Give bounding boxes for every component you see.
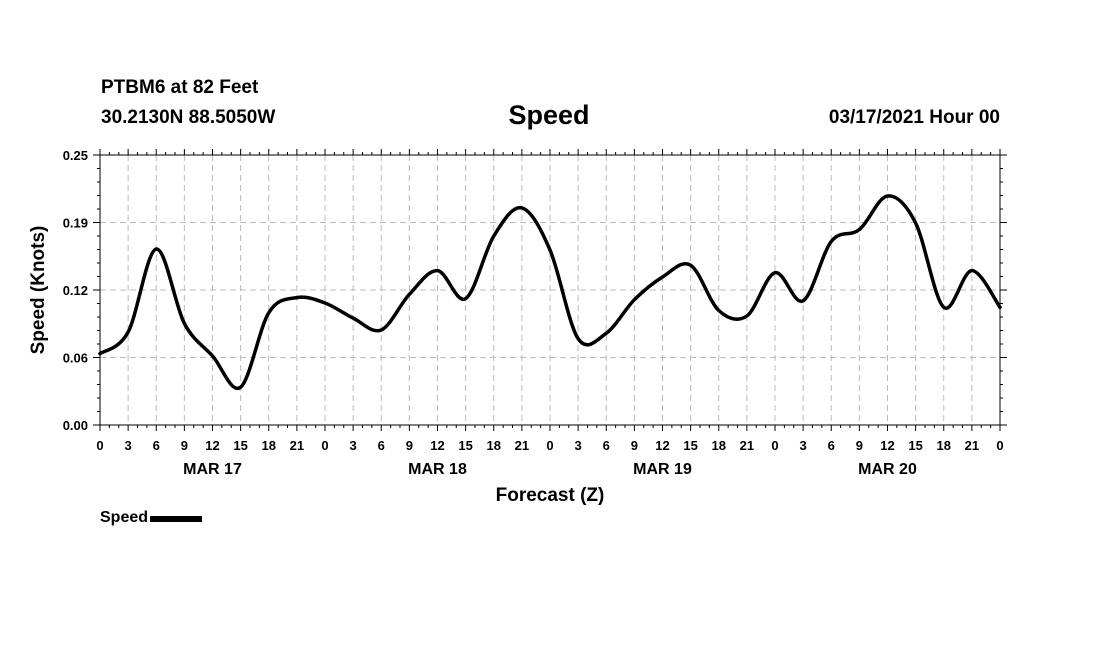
x-tick-label: 9 xyxy=(406,438,413,453)
x-tick-label: 18 xyxy=(712,438,726,453)
y-tick-label: 0.25 xyxy=(63,148,88,163)
y-tick-label: 0.12 xyxy=(63,283,88,298)
x-tick-label: 15 xyxy=(233,438,247,453)
x-tick-label: 18 xyxy=(262,438,276,453)
x-tick-label: 21 xyxy=(290,438,304,453)
x-tick-label: 3 xyxy=(350,438,357,453)
x-tick-label: 0 xyxy=(96,438,103,453)
chart-title: Speed xyxy=(0,100,1100,131)
day-label: MAR 18 xyxy=(408,461,467,478)
x-tick-label: 12 xyxy=(205,438,219,453)
x-tick-label: 3 xyxy=(575,438,582,453)
x-tick-label: 6 xyxy=(603,438,610,453)
y-axis-title: Speed (Knots) xyxy=(28,226,49,355)
x-tick-label: 12 xyxy=(430,438,444,453)
x-tick-label: 0 xyxy=(996,438,1003,453)
x-tick-label: 15 xyxy=(908,438,922,453)
chart-title-text: Speed xyxy=(508,100,590,130)
grid-lines xyxy=(100,155,1000,425)
x-tick-label: 6 xyxy=(828,438,835,453)
legend: Speed xyxy=(100,509,203,527)
speed-series-line xyxy=(98,194,1002,391)
x-tick-label: 18 xyxy=(937,438,951,453)
legend-swatch xyxy=(150,516,203,522)
axis-labels: 0.00 0.06 0.12 0.19 0.25 0 3 6 9 12 15 18 21 0 3 6 9 12 15… xyxy=(63,148,1004,478)
x-tick-label: 0 xyxy=(771,438,778,453)
x-tick-label: 15 xyxy=(683,438,697,453)
x-tick-label: 9 xyxy=(856,438,863,453)
x-tick-label: 18 xyxy=(487,438,501,453)
x-tick-label: 12 xyxy=(880,438,894,453)
coordinates-label: 30.2130N 88.5050W xyxy=(101,107,276,128)
y-tick-label: 0.19 xyxy=(63,216,88,231)
day-label: MAR 20 xyxy=(858,461,917,478)
x-tick-label: 12 xyxy=(655,438,669,453)
forecast-datetime: 03/17/2021 Hour 00 xyxy=(828,107,1000,128)
day-label: MAR 17 xyxy=(183,461,242,478)
x-tick-label: 21 xyxy=(515,438,529,453)
x-tick-label: 9 xyxy=(181,438,188,453)
legend-label: Speed xyxy=(100,509,149,526)
plot-frame xyxy=(99,154,1001,426)
x-tick-label: 0 xyxy=(546,438,553,453)
x-tick-label: 3 xyxy=(125,438,132,453)
x-tick-label: 3 xyxy=(800,438,807,453)
x-tick-label: 21 xyxy=(965,438,979,453)
x-tick-label: 0 xyxy=(321,438,328,453)
x-axis-title: Forecast (Z) xyxy=(496,485,605,506)
x-tick-label: 15 xyxy=(458,438,472,453)
x-tick-label: 6 xyxy=(378,438,385,453)
x-tick-label: 9 xyxy=(631,438,638,453)
day-label: MAR 19 xyxy=(633,461,692,478)
y-tick-label: 0.06 xyxy=(63,351,88,366)
y-tick-label: 0.00 xyxy=(63,418,88,433)
x-tick-label: 21 xyxy=(740,438,754,453)
station-label: PTBM6 at 82 Feet xyxy=(101,77,259,98)
x-tick-label: 6 xyxy=(153,438,160,453)
